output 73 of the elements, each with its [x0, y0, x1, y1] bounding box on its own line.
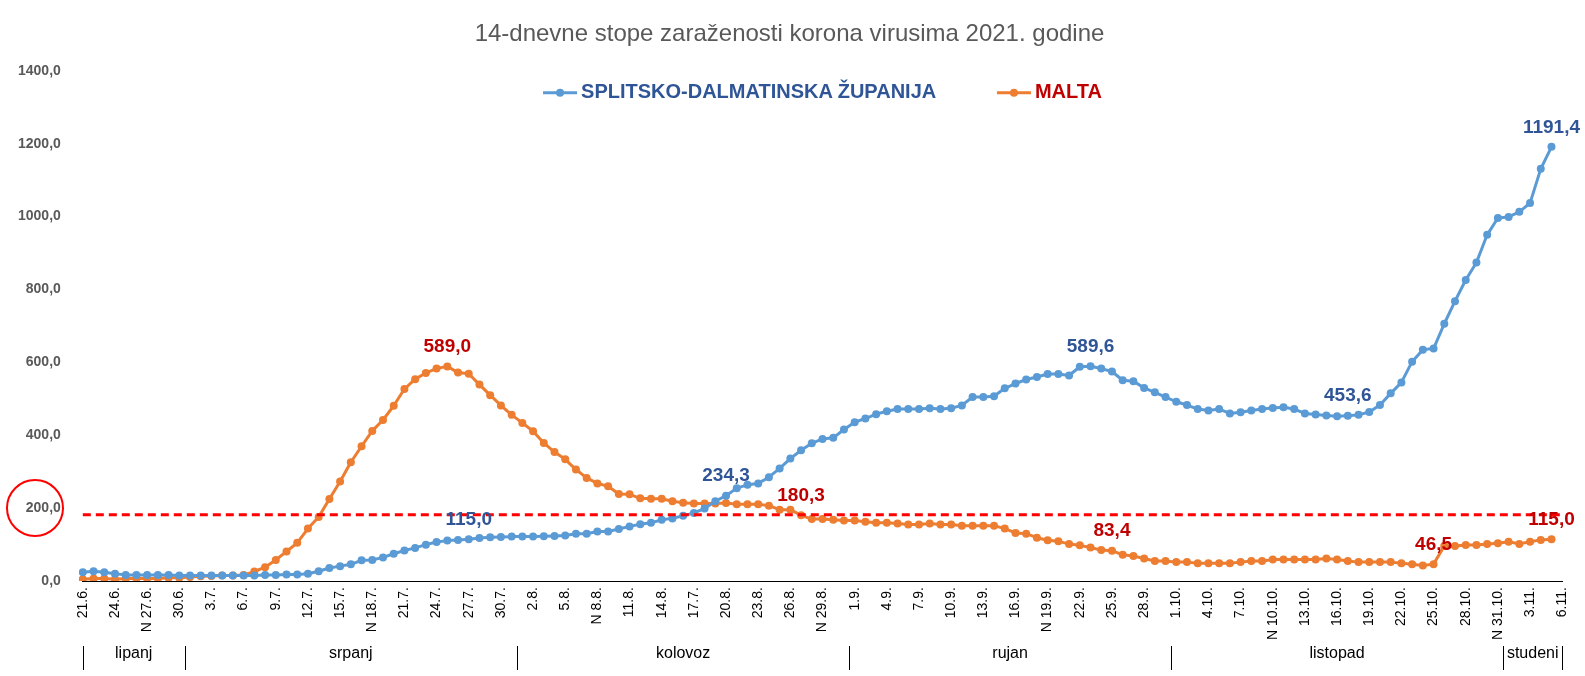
- x-tick-label: N 18.7.: [363, 587, 380, 633]
- x-tick-label: 9.7.: [266, 587, 283, 611]
- x-tick-label: 20.8.: [716, 587, 733, 619]
- x-tick-label: 24.6.: [105, 587, 122, 619]
- data-label: 589,0: [423, 335, 472, 357]
- x-tick-label: 7.10.: [1231, 587, 1248, 619]
- text: kolovoz: [656, 644, 711, 662]
- x-tick-label: 30.6.: [170, 587, 187, 619]
- x-tick-label: 25.9.: [1102, 587, 1119, 619]
- x-tick-label: 12.7.: [298, 587, 315, 619]
- x-tick-label: 6.11.: [1553, 587, 1570, 618]
- y-tick-label: 1200,0: [17, 134, 62, 151]
- x-tick-label: 2.8.: [523, 587, 540, 611]
- x-tick-label: 7.9.: [909, 587, 926, 611]
- data-label: 115,0: [1528, 507, 1575, 529]
- x-tick-label: 16.10.: [1327, 587, 1344, 627]
- x-tick-label: N 10.10.: [1263, 587, 1280, 641]
- x-tick-label: 14.8.: [652, 587, 669, 619]
- data-label: 180,3: [777, 484, 825, 506]
- x-tick-label: 16.9.: [1006, 587, 1023, 619]
- x-tick-label: N 8.8.: [588, 587, 605, 625]
- x-tick-label: 1.10.: [1167, 587, 1184, 619]
- x-tick-label: 10.9.: [942, 587, 959, 619]
- text: rujan: [992, 644, 1028, 662]
- text: lipanj: [115, 644, 153, 662]
- y-tick-label: 1000,0: [17, 207, 62, 224]
- x-tick-label: 3.7.: [202, 587, 219, 611]
- x-tick-label: 26.8.: [781, 587, 798, 619]
- y-tick-label: 400,0: [25, 426, 62, 443]
- y-tick-label: 200,0: [25, 499, 62, 516]
- x-tick-label: 13.10.: [1295, 587, 1312, 627]
- x-tick-label: 5.8.: [556, 587, 573, 611]
- x-tick-label: 13.9.: [974, 587, 991, 619]
- x-tick-label: 17.7.: [684, 587, 701, 619]
- y-tick-label: 1400,0: [17, 61, 62, 78]
- text: studeni: [1506, 644, 1559, 662]
- x-tick-label: 6.7.: [234, 587, 251, 611]
- chart-title: 14-dnevne stope zaraženosti korona virusima 2021. godine: [474, 19, 1105, 47]
- x-tick-label: N 29.8.: [813, 587, 830, 633]
- x-tick-label: 22.10.: [1392, 587, 1409, 627]
- data-label: 234,3: [702, 464, 750, 486]
- x-tick-label: N 19.9.: [1038, 587, 1055, 633]
- data-label: 453,6: [1324, 384, 1372, 406]
- y-tick-label: 800,0: [25, 280, 62, 297]
- text: srpanj: [329, 644, 373, 662]
- y-tick-label: 0,0: [41, 571, 62, 588]
- x-tick-label: 11.8.: [620, 587, 637, 618]
- x-tick-label: 21.6.: [73, 587, 90, 619]
- data-label: 46,5: [1415, 532, 1453, 554]
- x-tick-label: N 31.10.: [1488, 587, 1505, 641]
- x-tick-label: 19.10.: [1360, 587, 1377, 627]
- x-tick-label: 28.9.: [1134, 587, 1151, 619]
- x-tick-label: 15.7.: [330, 587, 347, 619]
- text: listopad: [1309, 644, 1365, 662]
- x-tick-label: 4.10.: [1199, 587, 1216, 619]
- x-tick-label: 3.11.: [1520, 587, 1537, 618]
- x-tick-label: 27.7.: [459, 587, 476, 619]
- x-tick-label: 4.9.: [877, 587, 894, 611]
- data-label: 83,4: [1093, 519, 1131, 541]
- x-tick-label: 23.8.: [749, 587, 766, 619]
- legend-label: MALTA: [1034, 80, 1102, 103]
- x-tick-label: 30.7.: [491, 587, 508, 619]
- legend-label: SPLITSKO-DALMATINSKA ŽUPANIJA: [581, 79, 937, 103]
- data-label: 1191,4: [1522, 115, 1581, 137]
- x-tick-label: 28.10.: [1456, 587, 1473, 627]
- x-tick-label: N 27.6.: [138, 587, 154, 633]
- x-tick-label: 25.10.: [1424, 587, 1441, 627]
- x-tick-label: 21.7.: [395, 587, 412, 619]
- x-tick-label: 1.9.: [845, 587, 862, 611]
- x-tick-label: 22.9.: [1070, 587, 1087, 619]
- y-tick-label: 600,0: [25, 353, 62, 370]
- x-tick-label: 24.7.: [427, 587, 444, 619]
- data-label: 589,6: [1066, 334, 1115, 356]
